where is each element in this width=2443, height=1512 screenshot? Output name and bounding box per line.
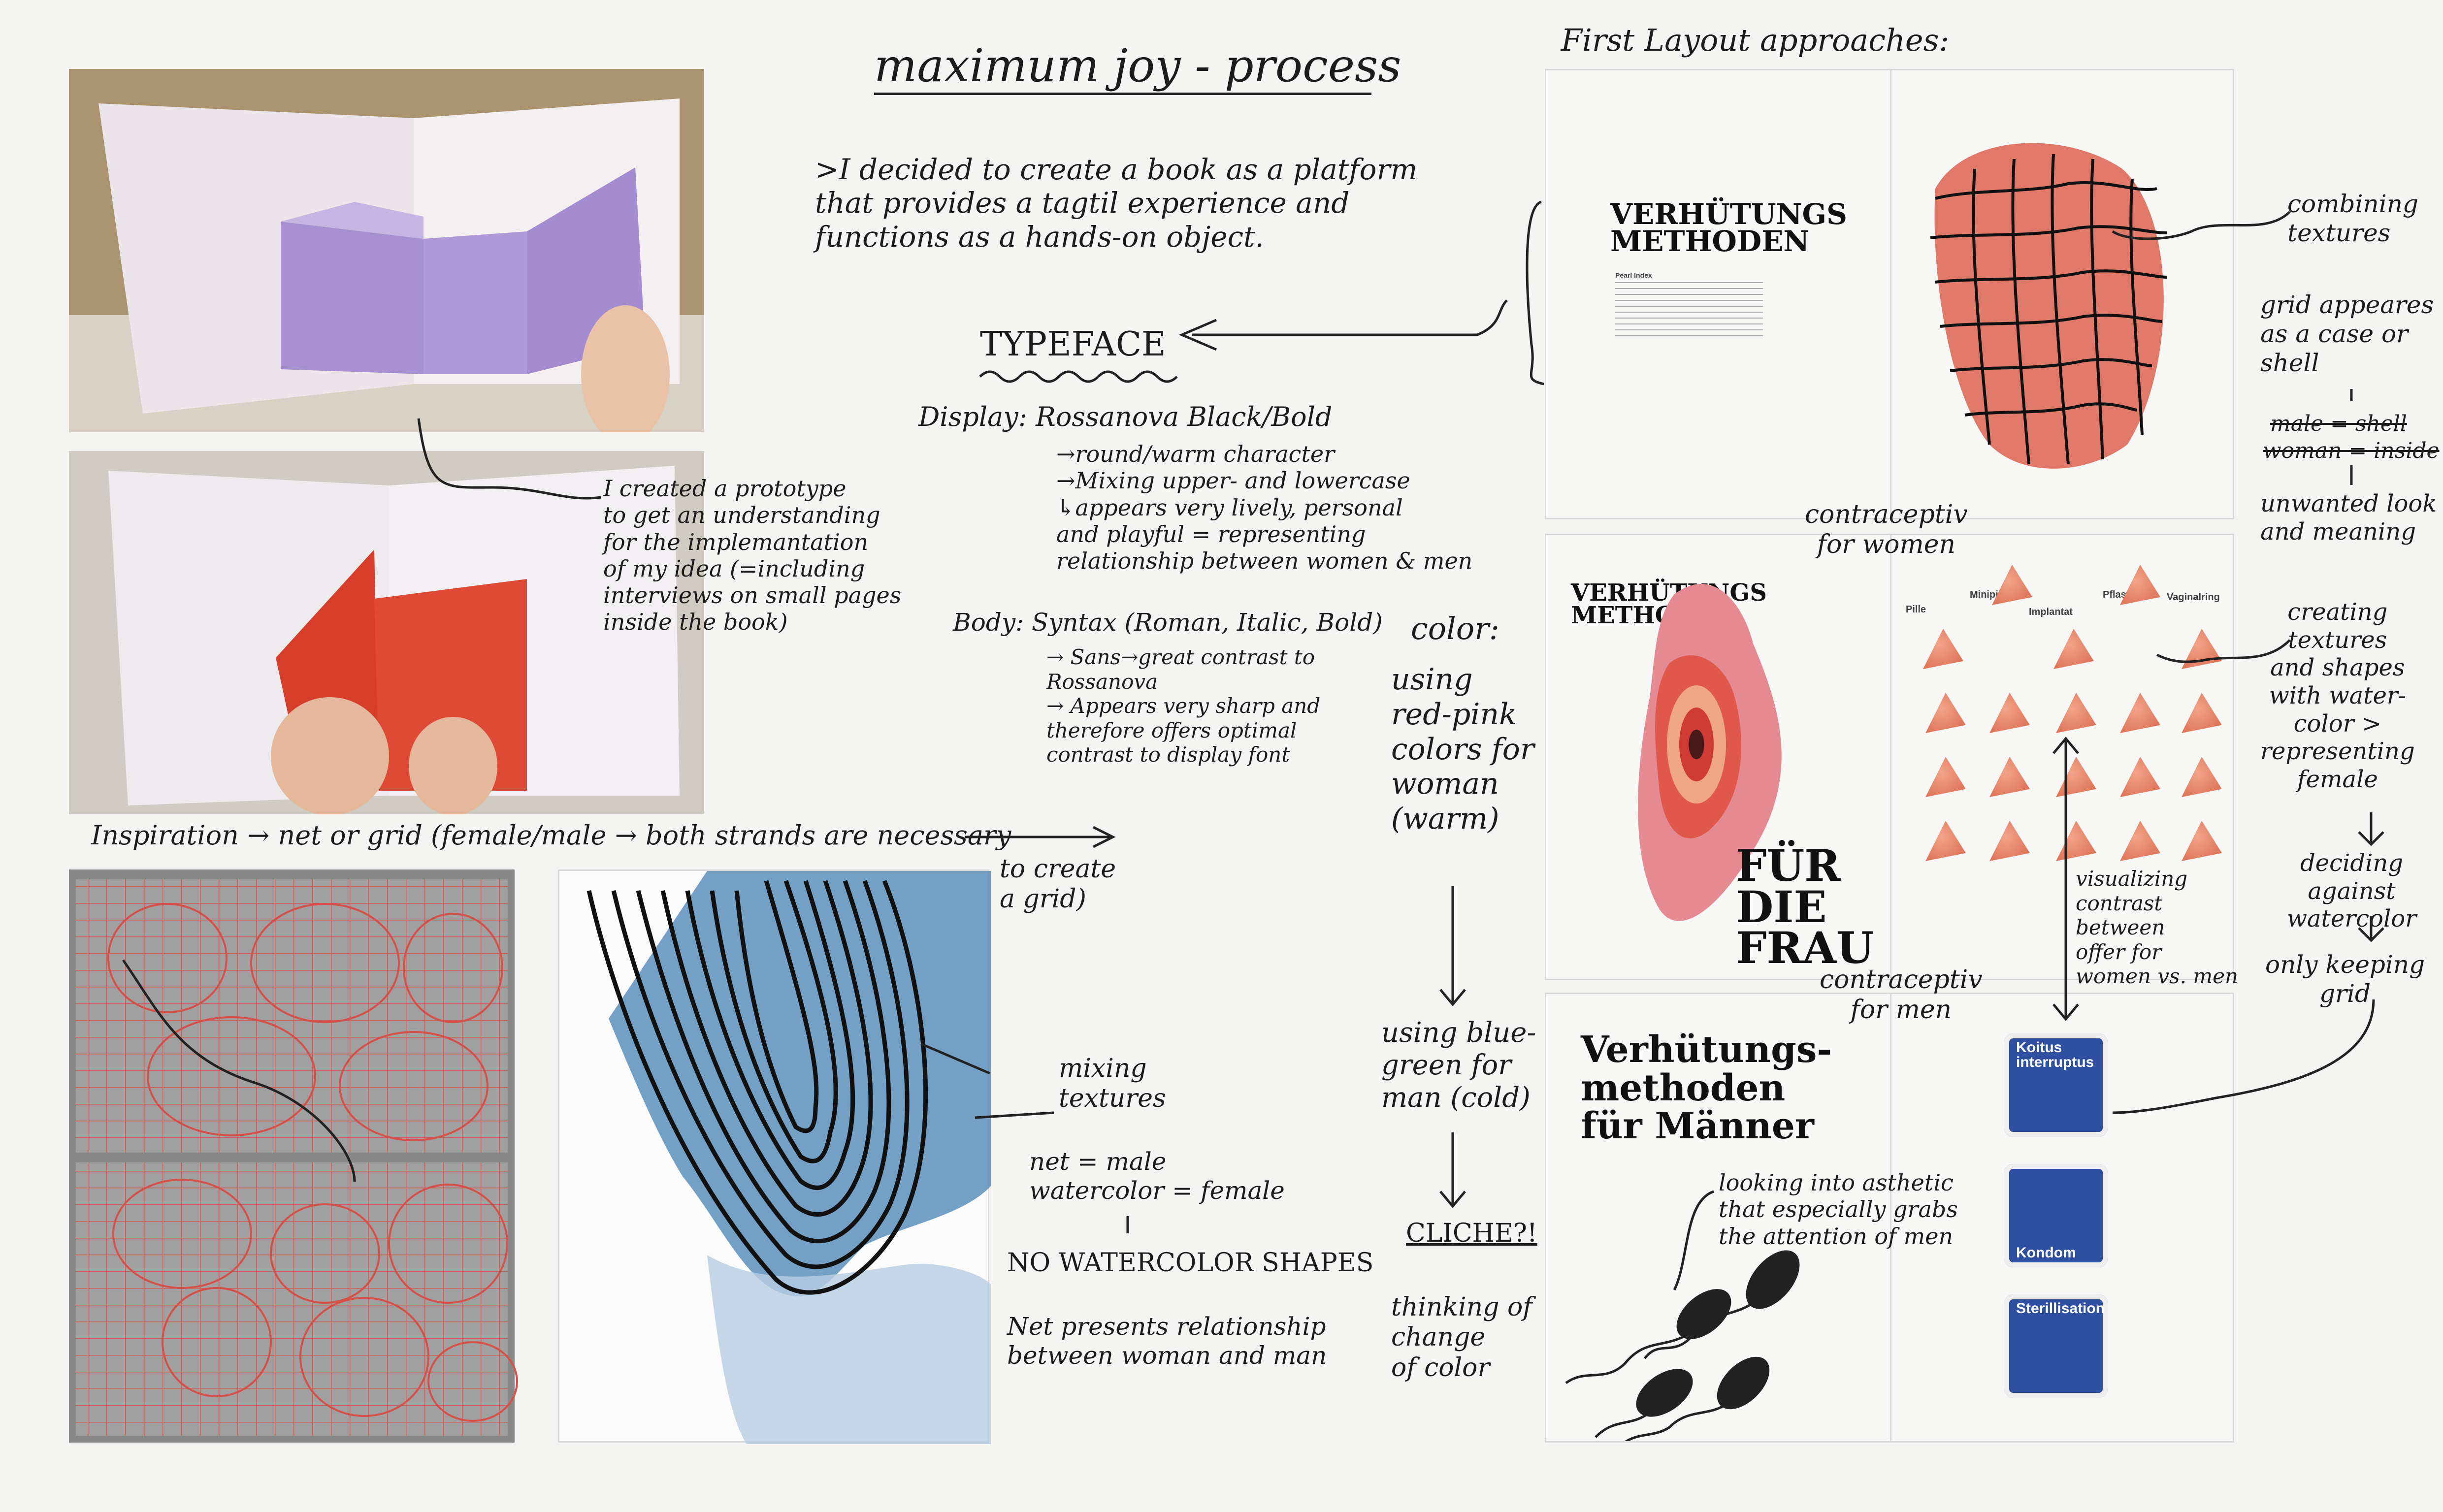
- texture-shape: [2120, 821, 2160, 861]
- mixing-label: mixing textures: [1059, 1054, 1166, 1114]
- mixing-equation: net = male watercolor = female: [1029, 1147, 1285, 1205]
- texture-shape: [2182, 757, 2222, 797]
- spread-2-gutter: [1890, 535, 1891, 979]
- layout-spread-2: VERHÜTUNGS METHODEN FÜR DIE FRAU Pille M…: [1545, 534, 2234, 980]
- texture-shape: [1989, 821, 2030, 861]
- typeface-display: Display: Rossanova Black/Bold: [918, 401, 1333, 432]
- spread-1-texture-illustration: [1930, 143, 2167, 469]
- texture-shape: [2056, 821, 2096, 861]
- contraceptive-card-sterilisation: Sterillisation: [2004, 1294, 2108, 1398]
- note-visualizing: visualizing contrast between offer for w…: [2076, 867, 2239, 989]
- note-combining: combining textures: [2287, 190, 2418, 247]
- spread-3-title: Verhütungs- methoden für Männer: [1581, 1029, 1832, 1148]
- texture-shape: [1989, 693, 2030, 733]
- note-grid-shell: grid appeares as a case or shell: [2260, 290, 2434, 377]
- color-cliche: CLICHE?!: [1406, 1219, 1537, 1248]
- texture-shape: [2056, 693, 2096, 733]
- net-watercolor-panel: [558, 869, 991, 1444]
- typeface-body-notes: → Sans→great contrast to Rossanova → App…: [1046, 645, 1321, 767]
- color-thinking: thinking of change of color: [1391, 1292, 1532, 1383]
- spread-1-body-text: [1615, 282, 1763, 341]
- inspiration-line-2: to create a grid): [1000, 854, 1116, 914]
- prototype-photo-lilac: [69, 69, 704, 432]
- typeface-heading: TYPEFACE: [980, 325, 1166, 364]
- grid-inspiration-illustration: [76, 879, 518, 1436]
- contraceptive-card-label: Kondom: [2016, 1245, 2076, 1261]
- prototype-photo-red: [69, 451, 704, 814]
- method-label: Vaginalring: [2167, 592, 2220, 603]
- aesthetic-note: looking into asthetic that especially gr…: [1719, 1169, 1958, 1250]
- texture-shape: [1989, 757, 2030, 797]
- texture-shape: [2182, 693, 2222, 733]
- spread-1-gutter: [1890, 70, 1891, 518]
- net-watercolor-illustration: [586, 871, 991, 1444]
- spread-2-vulva-illustration: [1638, 584, 1782, 921]
- texture-shape: [2120, 693, 2160, 733]
- contraceptive-card-kondom: Kondom: [2004, 1164, 2108, 1267]
- method-label: Pille: [1906, 604, 1926, 615]
- note-creating: creating textures and shapes with water-…: [2260, 598, 2415, 793]
- typeface-squiggle: [979, 370, 1178, 383]
- note-keeping: only keeping grid: [2265, 950, 2425, 1008]
- color-men: using blue- green for man (cold): [1381, 1017, 1536, 1114]
- texture-shape: [2182, 629, 2222, 669]
- spread-3-sperm-illustration: [1565, 1250, 1800, 1441]
- texture-shape: [1925, 757, 1966, 797]
- spread-3-gutter: [1890, 994, 1891, 1441]
- texture-shape: [2182, 821, 2222, 861]
- texture-shape: [2056, 757, 2096, 797]
- color-heading: color:: [1411, 611, 1499, 646]
- typeface-display-notes: →round/warm character →Mixing upper- and…: [1056, 441, 1473, 575]
- note-woman-inside: woman = inside: [2263, 438, 2440, 463]
- contraceptive-card-label: Koitus interruptus: [2016, 1039, 2094, 1070]
- intro-text: >I decided to create a book as a platfor…: [815, 153, 1418, 254]
- method-label: Implantat: [2029, 607, 2073, 617]
- contraceptive-card-koitus: Koitus interruptus: [2004, 1033, 2108, 1137]
- spread-1-title: VERHÜTUNGS METHODEN: [1610, 197, 1847, 258]
- texture-shape: [1923, 629, 1963, 669]
- note-unwanted: unwanted look and meaning: [2260, 490, 2437, 546]
- prototype-lilac-illustration: [69, 69, 704, 432]
- note-male-shell: male = shell: [2270, 411, 2408, 436]
- texture-shape: [1925, 693, 1966, 733]
- typeface-body: Body: Syntax (Roman, Italic, Bold): [953, 608, 1383, 637]
- texture-shape: [2120, 757, 2160, 797]
- page-title: maximum joy - process: [874, 39, 1401, 92]
- prototype-note: I created a prototype to get an understa…: [603, 475, 902, 636]
- grid-inspiration-panel: [69, 869, 518, 1443]
- note-deciding: deciding against watercolor: [2286, 849, 2417, 933]
- inspiration-line: Inspiration → net or grid (female/male →…: [91, 820, 1011, 851]
- prototype-red-illustration: [69, 451, 704, 814]
- layouts-heading: First Layout approaches:: [1561, 22, 1950, 58]
- title-underline: [874, 93, 1371, 95]
- contraceptiv-women-label: contraceptiv for women: [1805, 500, 1968, 560]
- mixing-net-relationship: Net presents relationship between woman …: [1007, 1312, 1327, 1370]
- mixing-no-watercolor: NO WATERCOLOR SHAPES: [1007, 1248, 1374, 1278]
- color-women: using red-pink colors for woman (warm): [1391, 662, 1534, 836]
- spread-2-method-labels: Pille Minipille Implantat Pflaster Vagin…: [1891, 584, 2233, 617]
- spread-1-subtitle: Pearl Index: [1615, 271, 1652, 279]
- contraceptive-card-label: Sterillisation: [2016, 1300, 2105, 1317]
- texture-shape: [1925, 821, 1966, 861]
- contraceptiv-men-label: contraceptiv for men: [1820, 965, 1983, 1025]
- texture-shape: [2053, 629, 2094, 669]
- spread-2-fuer-die-frau: FÜR DIE FRAU: [1736, 840, 1874, 974]
- layout-spread-1: VERHÜTUNGS METHODEN Pearl Index: [1545, 69, 2234, 519]
